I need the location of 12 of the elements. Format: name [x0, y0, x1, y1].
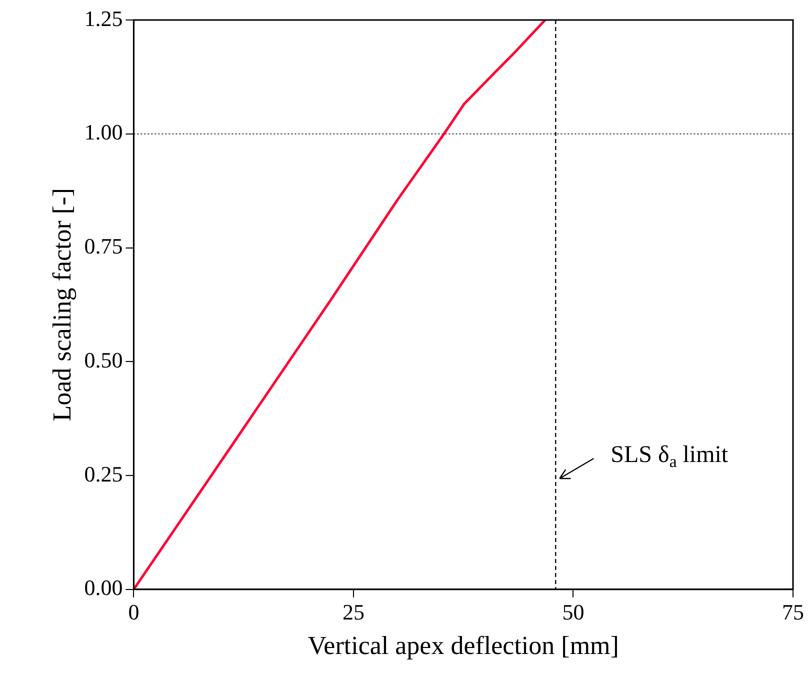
y-tick-label: 1.00	[84, 120, 123, 145]
y-axis-title: Load scaling factor [-]	[47, 188, 76, 422]
x-tick-label: 25	[342, 599, 364, 624]
x-tick-label: 50	[562, 599, 584, 624]
x-tick-label: 75	[782, 599, 804, 624]
y-tick-label: 0.50	[84, 347, 123, 372]
y-tick-label: 0.25	[84, 461, 123, 486]
x-tick-label: 0	[128, 599, 140, 624]
y-tick-label: 0.00	[84, 575, 123, 600]
x-axis-title: Vertical apex deflection [mm]	[308, 631, 619, 660]
y-tick-label: 1.25	[84, 6, 123, 31]
y-tick-label: 0.75	[84, 234, 123, 259]
